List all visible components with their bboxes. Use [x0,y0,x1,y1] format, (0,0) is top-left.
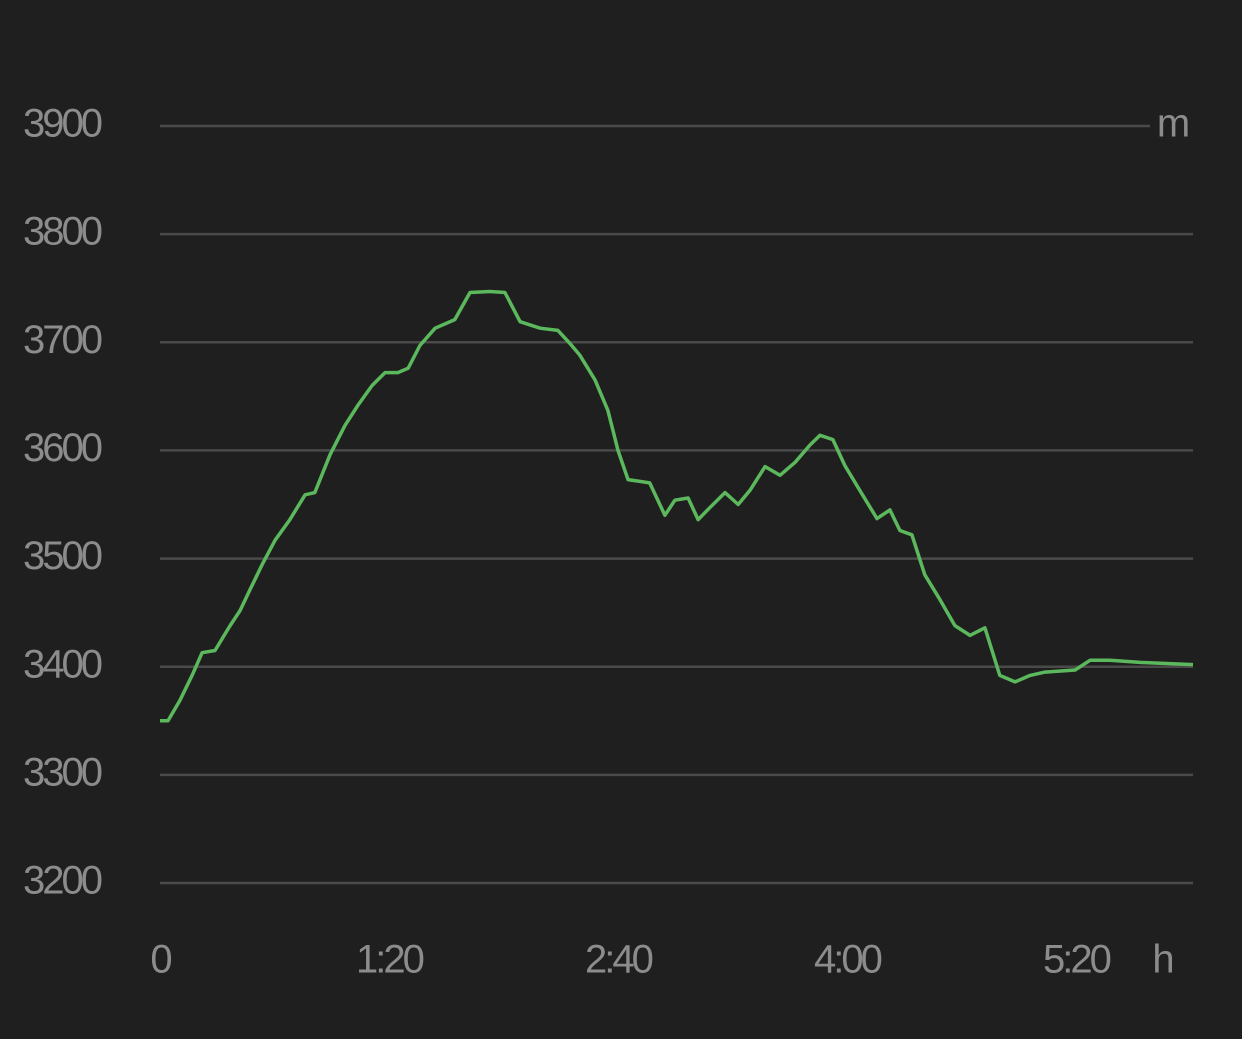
y-tick-label: 3200 [23,859,102,903]
y-tick-label: 3500 [23,534,102,578]
x-tick-label: 1:20 [356,938,424,982]
y-tick-label: 3300 [23,750,102,794]
x-tick-label: 4:00 [814,938,882,982]
x-unit: h [1152,938,1172,982]
y-tick-label: 3700 [23,318,102,362]
y-tick-label: 3800 [23,210,102,254]
y-tick-label: 3600 [23,426,102,470]
x-tick-label: 0 [150,938,171,982]
elevation-line [160,289,1194,723]
y-unit: m [1157,102,1188,146]
y-tick-label: 3400 [23,642,102,686]
x-tick-label: 5:20 [1043,938,1111,982]
y-tick-label: 3900 [23,102,102,146]
x-tick-label: 2:40 [585,938,653,982]
